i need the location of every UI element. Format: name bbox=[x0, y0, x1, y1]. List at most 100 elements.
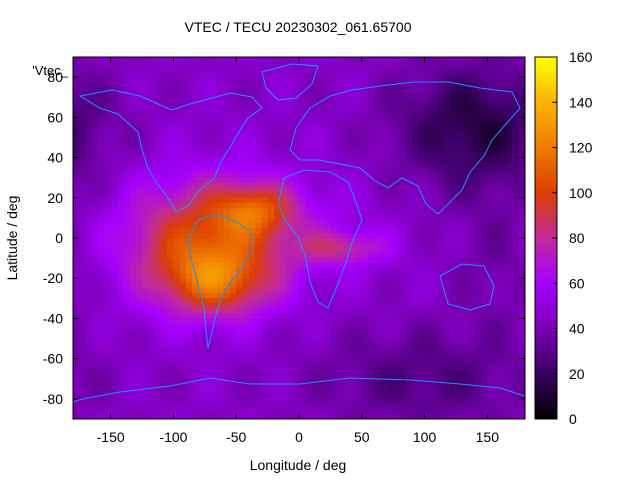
heatmap-cell bbox=[512, 152, 520, 159]
heatmap-cell bbox=[418, 197, 426, 204]
heatmap-cell bbox=[430, 398, 438, 405]
heatmap-cell bbox=[361, 238, 369, 244]
heatmap-cell bbox=[229, 403, 237, 410]
heatmap-cell bbox=[512, 283, 520, 289]
heatmap-cell bbox=[462, 62, 470, 68]
heatmap-cell bbox=[236, 288, 244, 294]
heatmap-cell bbox=[324, 107, 331, 113]
heatmap-cell bbox=[361, 142, 369, 149]
heatmap-cell bbox=[518, 328, 525, 335]
heatmap-cell bbox=[85, 253, 93, 259]
heatmap-cell bbox=[374, 358, 382, 365]
heatmap-cell bbox=[198, 157, 206, 164]
heatmap-cell bbox=[73, 358, 80, 365]
heatmap-cell bbox=[487, 57, 495, 63]
heatmap-cell bbox=[223, 243, 231, 249]
heatmap-cell bbox=[317, 197, 325, 204]
heatmap-cell bbox=[273, 147, 281, 154]
heatmap-cell bbox=[317, 167, 325, 174]
heatmap-cell bbox=[393, 97, 401, 103]
heatmap-cell bbox=[481, 192, 488, 199]
heatmap-cell bbox=[355, 117, 363, 123]
heatmap-cell bbox=[292, 313, 300, 320]
heatmap-cell bbox=[248, 212, 256, 219]
heatmap-cell bbox=[91, 238, 99, 244]
heatmap-cell bbox=[179, 112, 187, 118]
heatmap-cell bbox=[98, 373, 105, 380]
heatmap-cell bbox=[506, 293, 514, 299]
heatmap-cell bbox=[487, 122, 495, 128]
heatmap-cell bbox=[368, 368, 375, 375]
heatmap-cell bbox=[204, 87, 212, 93]
heatmap-cell bbox=[355, 77, 363, 83]
heatmap-cell bbox=[280, 358, 288, 365]
heatmap-cell bbox=[123, 202, 131, 209]
heatmap-cell bbox=[374, 308, 382, 315]
heatmap-cell bbox=[280, 152, 288, 159]
heatmap-cell bbox=[85, 398, 93, 405]
heatmap-cell bbox=[267, 353, 275, 360]
heatmap-cell bbox=[211, 122, 218, 128]
heatmap-cell bbox=[85, 67, 93, 73]
heatmap-cell bbox=[518, 393, 525, 400]
heatmap-cell bbox=[412, 157, 419, 164]
heatmap-cell bbox=[349, 112, 357, 118]
heatmap-cell bbox=[512, 248, 520, 254]
heatmap-cell bbox=[160, 268, 168, 274]
heatmap-cell bbox=[148, 328, 156, 335]
heatmap-cell bbox=[493, 227, 501, 234]
heatmap-cell bbox=[292, 303, 300, 309]
heatmap-cell bbox=[399, 258, 407, 264]
heatmap-cell bbox=[204, 57, 212, 63]
heatmap-cell bbox=[355, 358, 363, 365]
heatmap-cell bbox=[73, 403, 80, 410]
heatmap-cell bbox=[305, 137, 313, 144]
heatmap-cell bbox=[412, 177, 419, 184]
heatmap-cell bbox=[481, 97, 488, 103]
heatmap-cell bbox=[142, 363, 149, 370]
heatmap-cell bbox=[437, 182, 444, 189]
heatmap-cell bbox=[361, 157, 369, 164]
heatmap-cell bbox=[499, 263, 507, 269]
heatmap-cell bbox=[211, 278, 218, 284]
heatmap-cell bbox=[336, 162, 344, 169]
heatmap-cell bbox=[437, 368, 444, 375]
heatmap-cell bbox=[280, 227, 288, 234]
heatmap-cell bbox=[405, 162, 413, 169]
heatmap-cell bbox=[493, 142, 501, 149]
heatmap-cell bbox=[110, 202, 118, 209]
heatmap-cell bbox=[186, 162, 193, 169]
heatmap-cell bbox=[405, 393, 413, 400]
heatmap-cell bbox=[481, 222, 488, 229]
heatmap-cell bbox=[154, 238, 162, 244]
heatmap-cell bbox=[386, 122, 394, 128]
heatmap-cell bbox=[393, 378, 401, 385]
heatmap-cell bbox=[167, 343, 175, 350]
heatmap-cell bbox=[267, 253, 275, 259]
heatmap-cell bbox=[368, 107, 375, 113]
heatmap-cell bbox=[123, 333, 131, 340]
heatmap-cell bbox=[405, 248, 413, 254]
heatmap-cell bbox=[380, 212, 388, 219]
heatmap-cell bbox=[330, 293, 338, 299]
heatmap-cell bbox=[455, 368, 463, 375]
heatmap-cell bbox=[386, 87, 394, 93]
heatmap-cell bbox=[211, 172, 218, 179]
heatmap-cell bbox=[437, 112, 444, 118]
heatmap-cell bbox=[223, 87, 231, 93]
heatmap-cell bbox=[430, 217, 438, 224]
heatmap-cell bbox=[79, 308, 87, 315]
heatmap-cell bbox=[198, 393, 206, 400]
heatmap-cell bbox=[98, 298, 105, 304]
heatmap-cell bbox=[405, 283, 413, 289]
heatmap-cell bbox=[211, 328, 218, 335]
heatmap-cell bbox=[255, 167, 262, 174]
heatmap-cell bbox=[148, 132, 156, 139]
heatmap-cell bbox=[154, 243, 162, 249]
heatmap-cell bbox=[412, 62, 419, 68]
heatmap-cell bbox=[104, 238, 112, 244]
heatmap-cell bbox=[380, 323, 388, 330]
heatmap-cell bbox=[481, 283, 488, 289]
heatmap-cell bbox=[518, 358, 525, 365]
heatmap-cell bbox=[160, 303, 168, 309]
